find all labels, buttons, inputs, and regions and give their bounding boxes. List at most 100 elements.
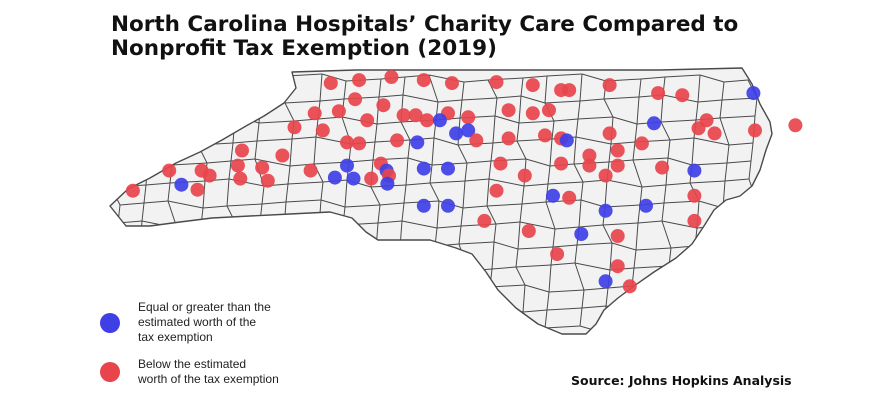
county-border (720, 207, 724, 227)
county-border (546, 73, 583, 77)
county-border (119, 202, 145, 206)
county-border (138, 137, 175, 141)
county-border (488, 178, 525, 187)
county-border (641, 184, 667, 188)
hospital-marker-below (275, 148, 290, 163)
hospital-marker-below (323, 76, 338, 91)
county-border (404, 283, 408, 312)
county-border (463, 288, 467, 308)
county-border (345, 305, 382, 314)
county-border (373, 249, 377, 269)
county-border (172, 263, 198, 272)
county-border (316, 226, 320, 246)
hospital-marker-below (162, 163, 177, 178)
county-border (436, 200, 440, 229)
county-border (285, 183, 289, 203)
county-border (637, 220, 663, 224)
county-border (718, 225, 722, 245)
hospital-marker-below (622, 279, 637, 294)
county-border (379, 202, 405, 206)
hospital-marker-below (469, 133, 484, 148)
hospital-marker-below (521, 224, 536, 238)
county-border (372, 141, 376, 161)
county-border (342, 224, 353, 244)
county-border (144, 74, 170, 78)
county-border (261, 185, 265, 205)
county-border (288, 264, 292, 293)
county-border (581, 73, 607, 82)
county-border (370, 186, 381, 206)
county-border (406, 265, 410, 285)
county-border (755, 205, 759, 225)
county-border (604, 179, 608, 208)
county-border (371, 283, 408, 287)
legend-label-equal-or-greater: Equal or greater than the estimated wort… (138, 300, 338, 345)
county-border (635, 222, 639, 251)
county-border (666, 283, 692, 292)
county-border (173, 119, 177, 139)
county-border (726, 144, 730, 164)
county-border (343, 330, 380, 334)
county-border (660, 121, 671, 141)
hospital-marker-equal-or-greater (647, 116, 661, 131)
county-border (522, 284, 526, 313)
hospital-marker-equal-or-greater (416, 198, 431, 213)
county-border (402, 94, 439, 103)
county-border (633, 249, 637, 269)
county-border (520, 327, 546, 331)
county-border (429, 182, 440, 202)
county-border (605, 287, 609, 307)
county-border (402, 326, 439, 330)
county-border (517, 246, 554, 250)
county-border (318, 224, 344, 228)
county-border (721, 306, 725, 334)
county-border (668, 263, 694, 267)
county-border (544, 309, 548, 329)
county-border (197, 117, 201, 146)
county-border (141, 202, 145, 222)
county-border (432, 245, 436, 265)
county-border (552, 228, 556, 248)
hospital-marker-equal-or-greater (380, 176, 395, 191)
county-border (466, 160, 492, 164)
county-border (344, 204, 381, 208)
county-border (664, 283, 668, 312)
county-border (634, 123, 638, 143)
county-border (692, 263, 729, 272)
county-border (233, 223, 237, 243)
hospital-marker-equal-or-greater (432, 113, 447, 128)
county-border (461, 97, 498, 101)
county-border (728, 142, 754, 146)
county-border (608, 143, 612, 163)
county-border (262, 75, 288, 79)
county-border (491, 266, 517, 270)
county-border (750, 142, 754, 162)
hospital-marker-below (501, 103, 516, 118)
county-border (691, 137, 695, 166)
county-border (256, 138, 293, 142)
county-border (488, 160, 492, 180)
county-border (430, 288, 467, 292)
hospital-marker-below (396, 108, 411, 123)
county-border (465, 286, 491, 290)
county-border (312, 262, 316, 291)
hospital-marker-below (651, 86, 666, 101)
county-border (202, 205, 228, 209)
county-border (259, 221, 285, 230)
county-border (257, 246, 294, 250)
county-border (486, 205, 497, 225)
county-border (518, 120, 555, 124)
county-border (257, 221, 261, 250)
county-border (638, 328, 664, 332)
county-border (603, 96, 640, 100)
county-border (264, 284, 290, 293)
county-border (579, 98, 605, 102)
hospital-marker-below (416, 73, 431, 88)
hospital-marker-below (598, 168, 613, 183)
hospital-marker-equal-or-greater (327, 170, 342, 185)
county-border (230, 142, 234, 162)
county-border (487, 79, 498, 99)
hospital-marker-below (655, 160, 670, 175)
county-border (345, 287, 349, 307)
hospital-marker-below (235, 143, 249, 158)
